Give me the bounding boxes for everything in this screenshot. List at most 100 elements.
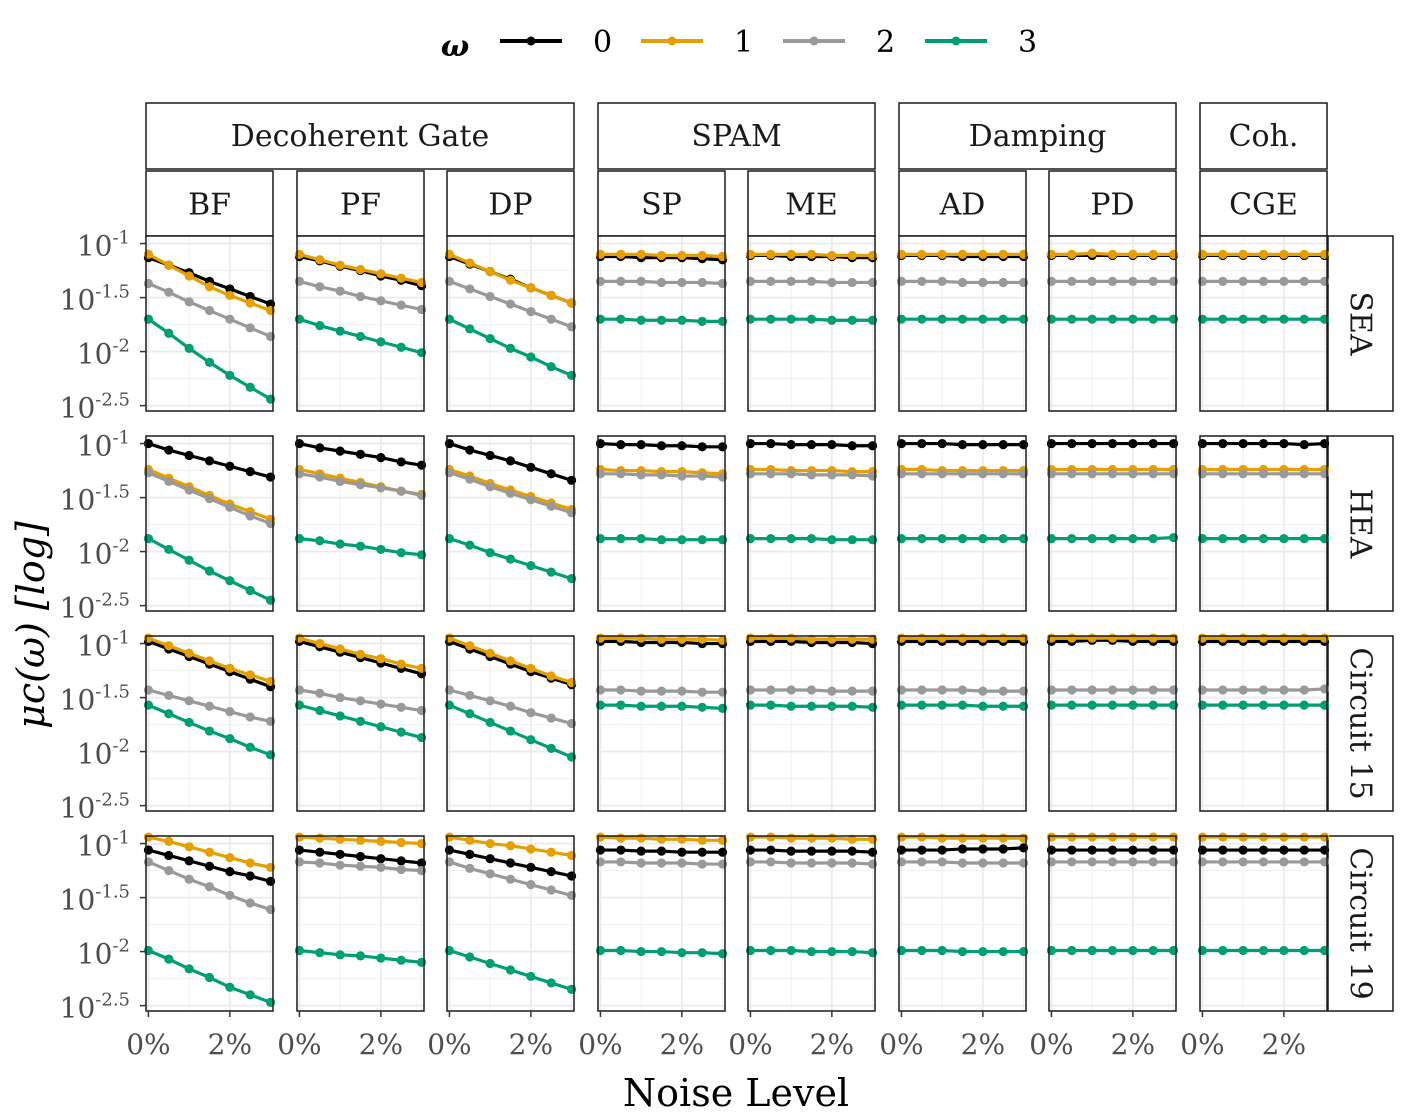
point-omega-0 (396, 856, 406, 866)
strip-row-label-circuit-19: Circuit 19 (1343, 847, 1378, 999)
point-omega-3 (717, 316, 728, 326)
x-tick-label: 2% (961, 1028, 1005, 1061)
panel-sea-sp (595, 235, 728, 412)
point-omega-3 (636, 534, 646, 544)
point-omega-1 (917, 249, 927, 259)
point-omega-0 (1087, 438, 1097, 449)
point-omega-1 (396, 273, 406, 283)
point-omega-3 (827, 535, 837, 545)
x-tick-label: 0% (578, 1028, 622, 1061)
point-omega-2 (616, 857, 626, 867)
point-omega-2 (957, 469, 968, 479)
point-omega-2 (184, 696, 194, 706)
point-omega-3 (1107, 534, 1118, 544)
point-omega-1 (566, 850, 577, 861)
panel-border (446, 435, 575, 612)
point-omega-1 (1067, 832, 1077, 842)
point-omega-1 (184, 842, 194, 852)
point-omega-2 (978, 469, 988, 479)
point-omega-2 (1197, 857, 1208, 867)
point-omega-0 (595, 438, 606, 449)
point-omega-3 (745, 314, 756, 324)
point-omega-1 (444, 249, 455, 259)
point-omega-2 (896, 857, 907, 867)
point-omega-0 (444, 438, 455, 449)
strip-column-label-sp: SP (641, 188, 682, 223)
point-omega-3 (184, 717, 194, 728)
point-omega-2 (465, 474, 475, 484)
point-omega-2 (1128, 469, 1138, 479)
y-tick-label: 10-1 (77, 228, 130, 263)
point-omega-1 (717, 835, 728, 845)
point-omega-2 (717, 687, 728, 697)
point-omega-2 (656, 858, 667, 868)
point-omega-2 (526, 495, 536, 505)
strip-group-coh (1199, 102, 1328, 170)
point-omega-0 (1279, 845, 1289, 855)
point-omega-0 (745, 845, 756, 855)
point-omega-0 (1148, 845, 1158, 855)
point-omega-1 (526, 844, 536, 854)
strip-group-label-damping: Damping (969, 119, 1107, 154)
point-omega-2 (265, 716, 276, 726)
point-omega-3 (184, 964, 194, 974)
x-tick-label: 2% (810, 1028, 854, 1061)
point-omega-1 (697, 835, 707, 845)
point-omega-1 (396, 659, 406, 669)
point-omega-2 (1148, 857, 1158, 867)
point-omega-3 (677, 701, 687, 711)
point-omega-3 (1279, 534, 1289, 544)
point-omega-2 (396, 300, 406, 310)
panel-sea-dp (444, 235, 577, 412)
point-omega-2 (1319, 276, 1330, 286)
panel-border (446, 835, 575, 1012)
point-omega-3 (1168, 700, 1179, 710)
point-omega-3 (265, 595, 276, 605)
point-omega-1 (265, 676, 276, 686)
point-omega-1 (827, 250, 837, 261)
point-omega-0 (1168, 438, 1179, 449)
point-omega-3 (485, 717, 495, 728)
point-omega-1 (978, 633, 988, 643)
point-omega-3 (786, 945, 796, 956)
point-omega-3 (896, 314, 907, 324)
x-tick-label: 0% (277, 1028, 321, 1061)
point-omega-2 (164, 287, 174, 297)
point-omega-1 (697, 250, 707, 261)
point-omega-3 (1299, 700, 1309, 710)
point-omega-0 (1279, 438, 1289, 449)
point-omega-1 (937, 249, 947, 259)
point-omega-1 (143, 249, 154, 259)
point-omega-2 (164, 690, 174, 701)
point-omega-3 (766, 534, 776, 544)
panel-hea-cge (1197, 435, 1330, 612)
point-omega-3 (416, 348, 427, 358)
x-tick-label: 2% (660, 1028, 704, 1061)
point-omega-2 (505, 701, 516, 711)
point-omega-2 (595, 276, 606, 286)
point-omega-2 (1067, 469, 1077, 479)
point-omega-1 (937, 633, 947, 643)
point-omega-3 (204, 972, 215, 983)
point-omega-2 (1168, 857, 1179, 867)
point-omega-1 (566, 677, 577, 688)
point-omega-0 (335, 446, 345, 456)
point-omega-3 (416, 957, 427, 967)
panel-circuit-15-dp (444, 633, 577, 812)
point-omega-0 (896, 845, 907, 855)
point-omega-2 (1279, 857, 1289, 867)
point-omega-1 (396, 837, 406, 848)
point-omega-2 (745, 276, 756, 286)
legend-label-1: 1 (734, 25, 753, 60)
point-omega-2 (998, 858, 1008, 868)
point-omega-1 (917, 832, 927, 842)
point-omega-3 (335, 326, 345, 336)
point-omega-0 (396, 457, 406, 467)
point-omega-2 (978, 277, 988, 288)
point-omega-3 (1218, 945, 1228, 956)
legend-title: ω (441, 29, 470, 64)
point-omega-3 (697, 535, 707, 545)
point-omega-3 (595, 945, 606, 956)
y-tick-label: 10-1.5 (60, 482, 130, 517)
point-omega-3 (526, 352, 536, 362)
